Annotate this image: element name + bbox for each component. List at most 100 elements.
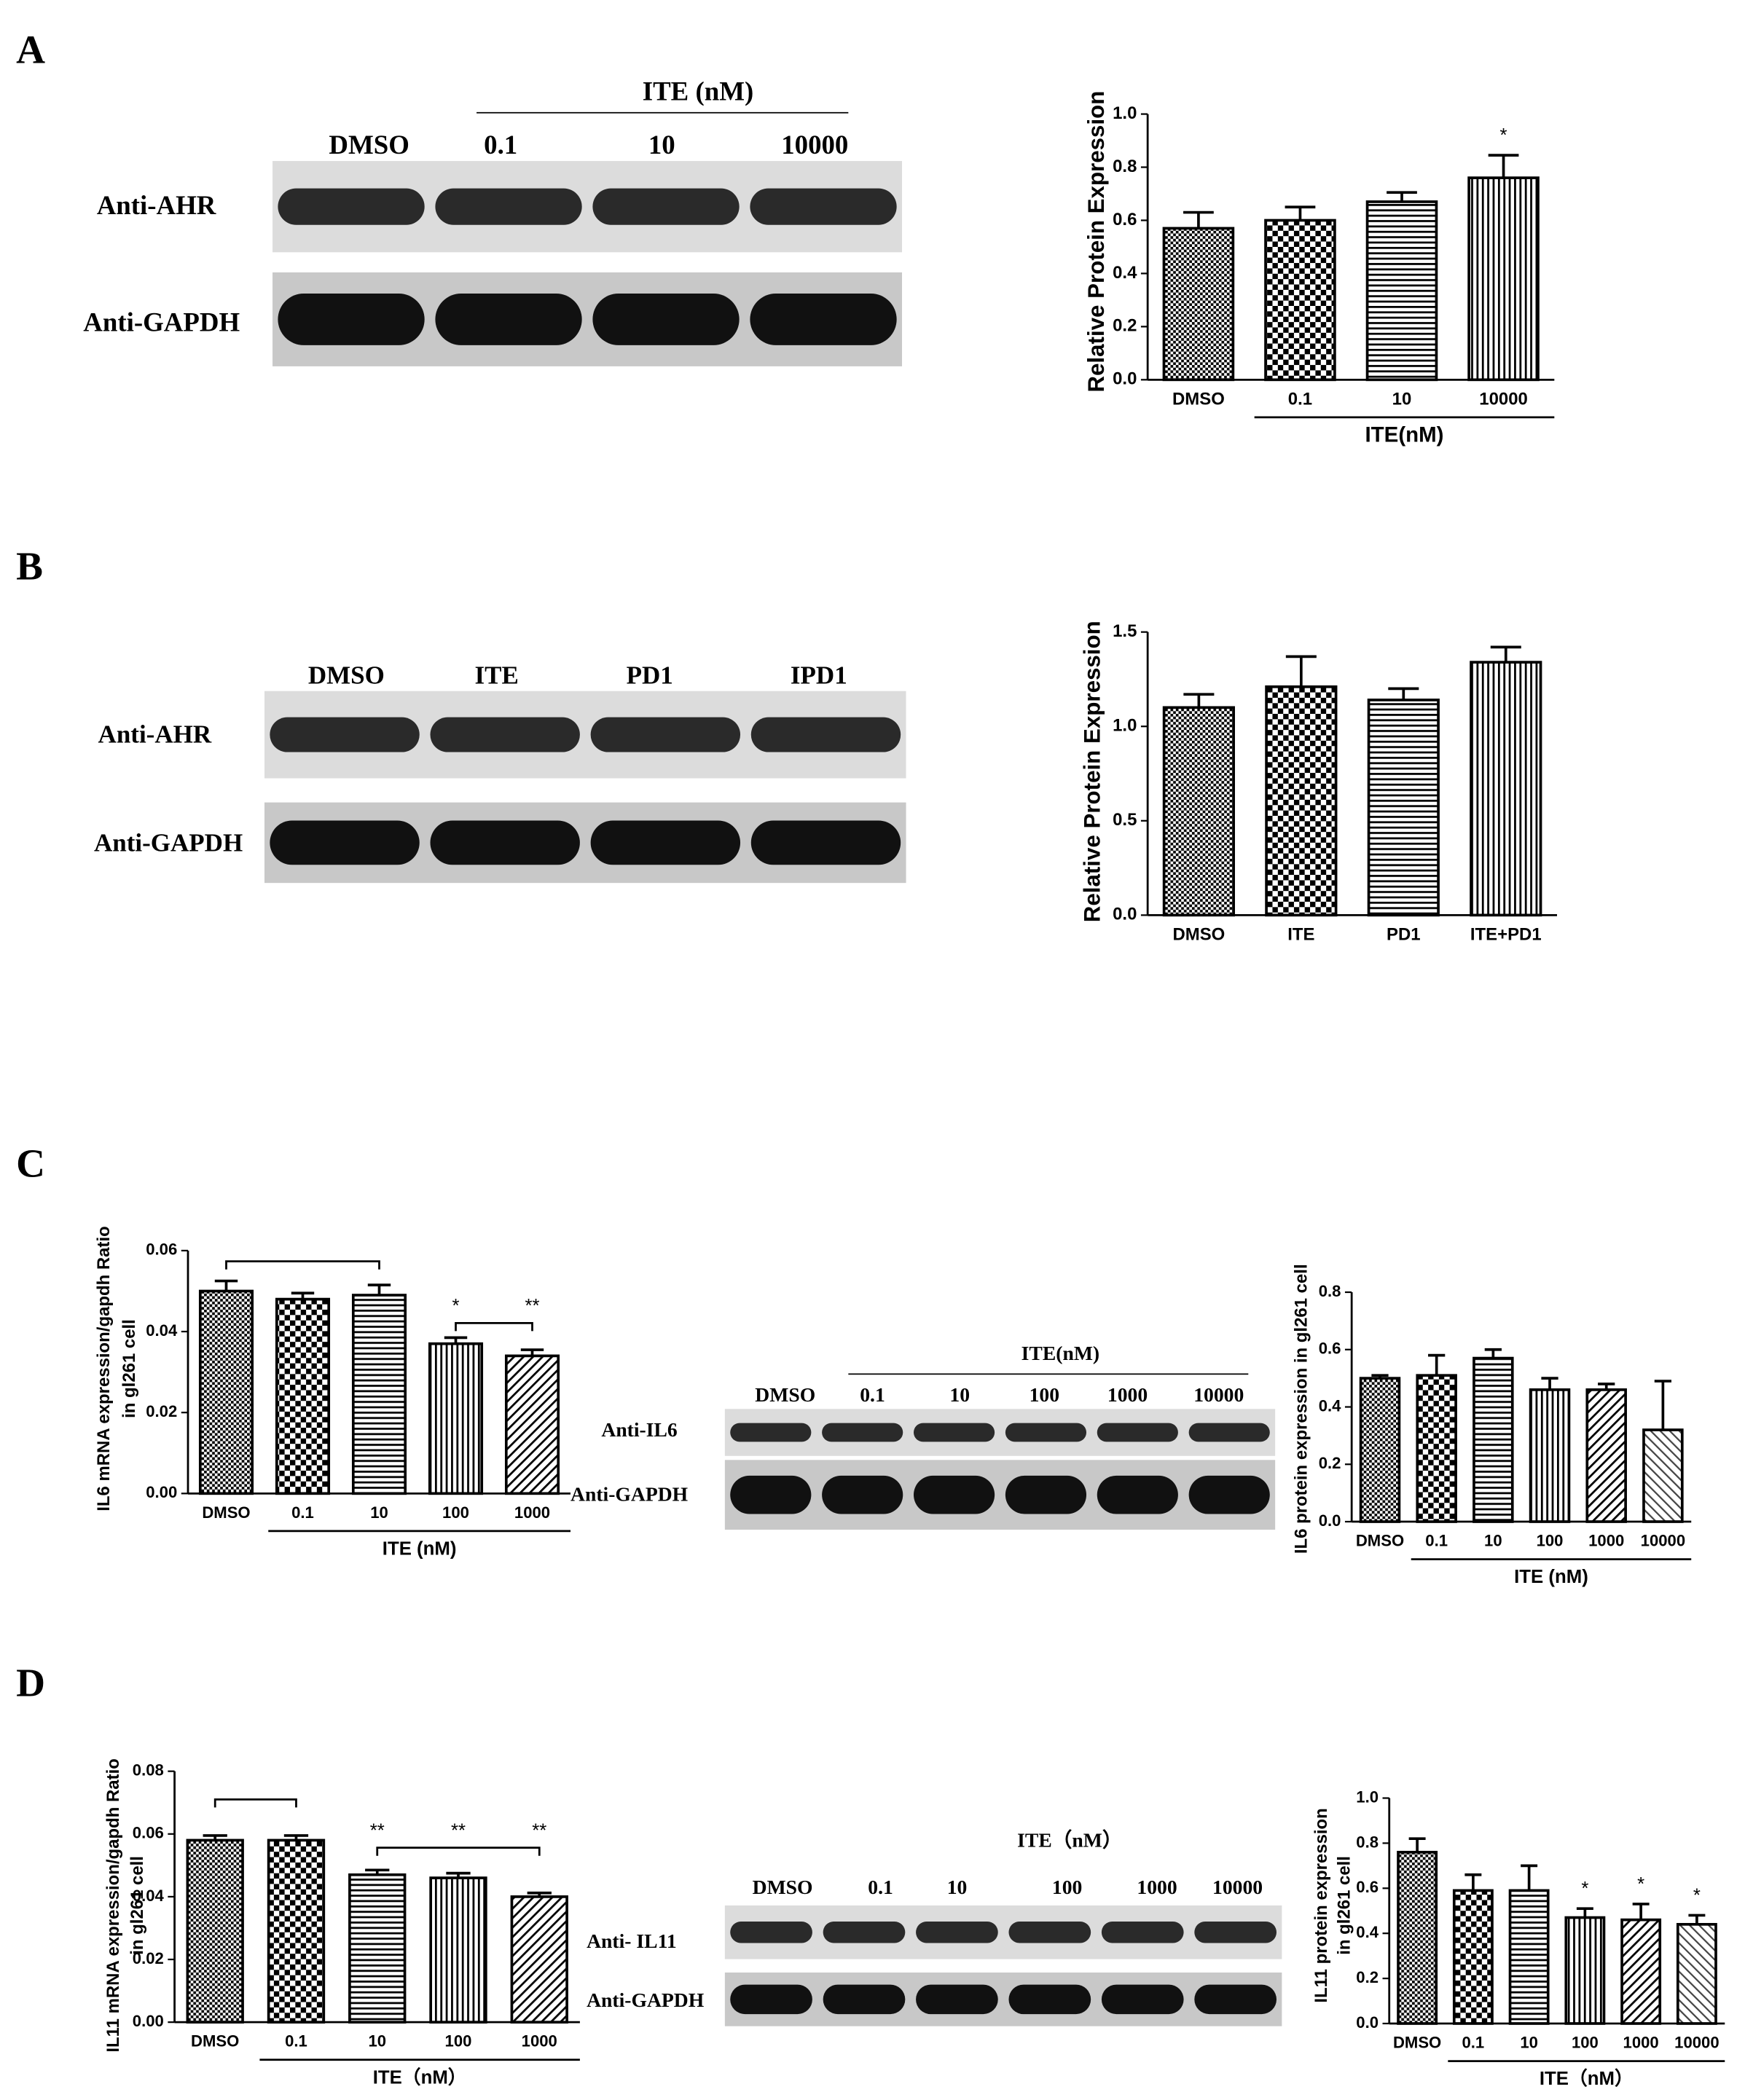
x-tick-label: 100 <box>445 2032 472 2050</box>
y-axis-label: in gl261 cell <box>1334 1856 1354 1955</box>
x-tick-label: 10 <box>368 2032 386 2050</box>
blot-band <box>750 188 897 225</box>
blot-band <box>1097 1475 1178 1514</box>
x-tick-label: 100 <box>1572 2033 1599 2051</box>
error-bar <box>1490 645 1521 663</box>
x-tick-label: ITE+PD1 <box>1470 924 1542 944</box>
lane-label: IPD1 <box>791 661 847 689</box>
error-bar <box>1408 1837 1426 1852</box>
x-tick-label: ITE <box>1287 924 1314 944</box>
blot-band <box>278 293 425 345</box>
significance: ** <box>370 1820 385 1841</box>
group-label: ITE（nM） <box>373 2066 467 2088</box>
bar <box>510 1895 568 2024</box>
lane-label: 10 <box>648 130 675 160</box>
y-tick-label: 0.08 <box>133 1761 164 1780</box>
x-tick-label: PD1 <box>1387 924 1421 944</box>
blot-band <box>1008 1921 1091 1943</box>
y-tick-label: 0.4 <box>1319 1396 1341 1415</box>
significance: * <box>1500 125 1507 146</box>
y-axis-label: IL6 protein expression in gl261 cell <box>1291 1264 1311 1554</box>
y-tick-label: 0.2 <box>1113 316 1137 336</box>
bracket <box>225 1260 380 1270</box>
lane-label: 100 <box>1052 1876 1082 1898</box>
error-bar <box>1464 1873 1482 1891</box>
x-tick-label: 10 <box>1484 1532 1502 1550</box>
blot-header: ITE (nM) <box>643 76 753 106</box>
group-label: ITE (nM) <box>383 1539 457 1560</box>
error-bar <box>203 1834 227 1841</box>
blot-membrane <box>724 1409 1276 1456</box>
bar <box>1529 1388 1571 1523</box>
y-tick-label: 0.8 <box>1319 1282 1341 1300</box>
y-axis-label: IL11 mRNA expression/gapdh Ratio <box>103 1758 123 2052</box>
error-bar <box>1598 1383 1615 1390</box>
y-tick-label: 0.0 <box>1356 2013 1379 2032</box>
blot-band <box>730 1984 812 2015</box>
x-tick-label: 0.1 <box>1462 2033 1485 2051</box>
x-tick-label: 100 <box>442 1503 469 1522</box>
bar <box>1416 1374 1457 1523</box>
error-bar <box>446 1871 471 1879</box>
y-axis-label: IL6 mRNA expression/gapdh Ratio <box>94 1226 114 1511</box>
y-tick-label: 1.0 <box>1356 1788 1379 1806</box>
blot-band <box>1194 1984 1277 2015</box>
x-tick-label: 10000 <box>1479 389 1528 409</box>
blot-band <box>278 188 425 225</box>
row-label: Anti-GAPDH <box>570 1482 689 1505</box>
bar <box>1642 1428 1684 1523</box>
blot-header: ITE（nM） <box>1017 1829 1122 1852</box>
significance: * <box>1693 1885 1701 1906</box>
error-bar <box>1388 687 1419 700</box>
y-tick-label: 1.0 <box>1113 716 1137 736</box>
blot-band <box>822 1475 903 1514</box>
blot-band <box>592 293 740 345</box>
panel-label: C <box>16 1141 45 1185</box>
blot-band <box>750 820 901 865</box>
x-tick-label: DMSO <box>1356 1532 1404 1550</box>
blot-band <box>1101 1984 1184 2015</box>
y-tick-label: 0.0 <box>1113 905 1137 924</box>
bracket <box>376 1847 541 1856</box>
y-tick-label: 0.00 <box>133 2012 164 2030</box>
row-label: Anti-GAPDH <box>587 1989 705 2011</box>
error-bar <box>1576 1907 1593 1918</box>
bar <box>1367 699 1440 917</box>
error-bar <box>291 1291 315 1299</box>
error-bar <box>444 1336 468 1344</box>
error-bar <box>367 1283 391 1296</box>
error-bar <box>1484 1348 1502 1358</box>
blot-band <box>592 188 740 225</box>
lane-label: 0.1 <box>484 130 517 160</box>
blot-band <box>823 1984 906 2015</box>
lane-label: PD1 <box>627 661 673 689</box>
bracket <box>455 1322 533 1332</box>
lane-label: 100 <box>1030 1383 1059 1406</box>
y-axis-label: in gl261 cell <box>128 1856 147 1955</box>
y-tick-label: 0.06 <box>133 1824 164 1842</box>
blot-band <box>430 717 580 752</box>
lane-label: 1000 <box>1107 1383 1148 1406</box>
panel-label: D <box>16 1660 45 1704</box>
x-tick-label: 0.1 <box>1288 389 1312 409</box>
lane-label: ITE <box>475 661 519 689</box>
y-axis-label: Relative Protein Expression <box>1080 621 1105 922</box>
significance: * <box>452 1296 459 1316</box>
bar <box>1452 1889 1494 2025</box>
bar <box>198 1289 254 1495</box>
panel-label: A <box>16 27 45 71</box>
blot-band <box>1097 1423 1178 1442</box>
group-label: ITE (nM) <box>1514 1567 1588 1587</box>
significance: * <box>1581 1879 1588 1899</box>
blot-band <box>1188 1423 1270 1442</box>
y-tick-label: 0.02 <box>146 1402 177 1420</box>
y-tick-label: 0.4 <box>1356 1923 1379 1941</box>
error-bar <box>1541 1377 1558 1390</box>
group-label: ITE（nM） <box>1540 2068 1634 2089</box>
lane-label: DMSO <box>753 1876 813 1898</box>
y-tick-label: 0.6 <box>1319 1340 1341 1358</box>
blot-band <box>822 1423 903 1442</box>
y-tick-label: 0.6 <box>1356 1878 1379 1896</box>
group-label: ITE(nM) <box>1365 422 1443 447</box>
